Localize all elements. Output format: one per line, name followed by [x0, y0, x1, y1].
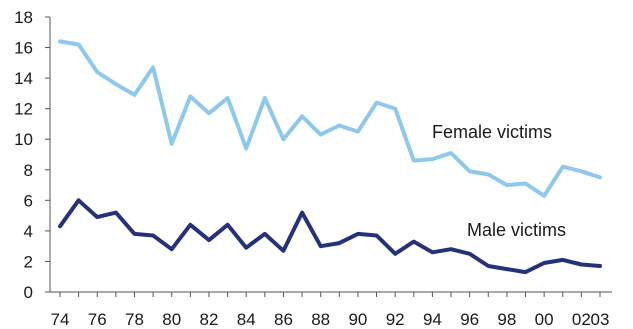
x-tick-label: 80 — [162, 310, 181, 329]
x-tick-label: 96 — [460, 310, 479, 329]
y-tick-label: 12 — [14, 100, 33, 119]
series-lines — [58, 39, 602, 275]
series-label-female: Female victims — [432, 122, 552, 142]
series-label-male: Male victims — [467, 220, 566, 240]
y-tick-label: 8 — [24, 161, 33, 180]
x-tick-label: 86 — [274, 310, 293, 329]
x-tick-label: 03 — [591, 310, 610, 329]
x-tick-label: 90 — [348, 310, 367, 329]
y-tick-label: 6 — [24, 191, 33, 210]
x-tick-label: 00 — [535, 310, 554, 329]
y-tick-label: 10 — [14, 130, 33, 149]
x-tick-label: 82 — [200, 310, 219, 329]
x-axis-ticks: 74 76 78 80 82 84 86 88 90 92 94 96 98 00 02 03 — [51, 292, 610, 329]
y-axis-ticks: 0 2 4 6 8 10 12 14 16 18 — [14, 8, 50, 302]
y-tick-label: 2 — [24, 252, 33, 271]
x-tick-label: 78 — [125, 310, 144, 329]
y-tick-label: 18 — [14, 8, 33, 27]
x-tick-label: 98 — [497, 310, 516, 329]
y-tick-label: 4 — [24, 222, 33, 241]
y-tick-label: 16 — [14, 39, 33, 58]
series-line-male — [58, 198, 602, 275]
y-tick-label: 14 — [14, 69, 33, 88]
y-tick-label: 0 — [24, 283, 33, 302]
x-tick-label: 92 — [386, 310, 405, 329]
x-tick-label: 88 — [311, 310, 330, 329]
series-line-female — [58, 39, 602, 198]
x-tick-label: 76 — [88, 310, 107, 329]
x-tick-label: 74 — [51, 310, 70, 329]
x-tick-label: 94 — [423, 310, 442, 329]
x-tick-label: 02 — [572, 310, 591, 329]
x-tick-label: 84 — [237, 310, 256, 329]
